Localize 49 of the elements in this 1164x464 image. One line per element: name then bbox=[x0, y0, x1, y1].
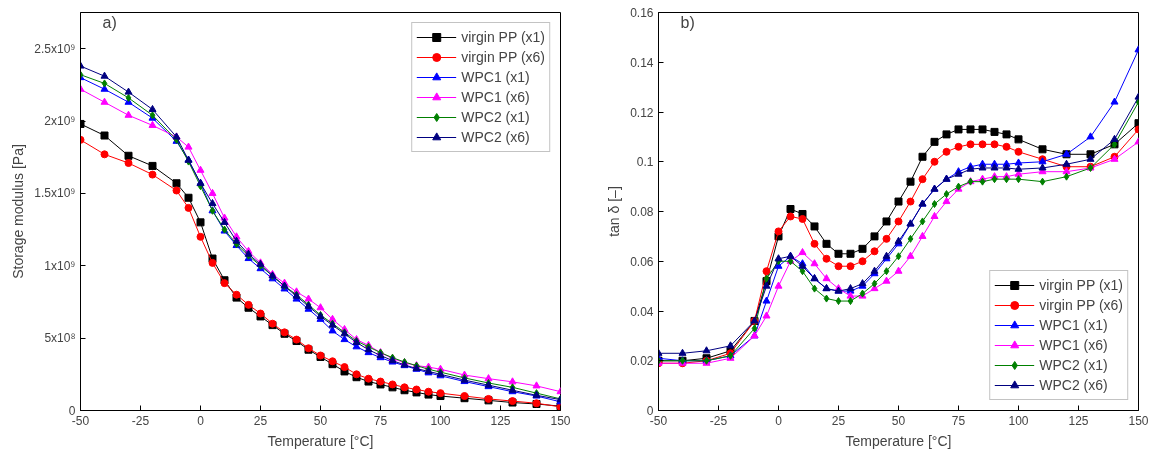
x-tick-label: -25 bbox=[709, 413, 728, 428]
annotation: b) bbox=[680, 13, 695, 31]
legend-label: WPC2 (x1) bbox=[461, 109, 530, 125]
x-tick-label: 150 bbox=[550, 413, 571, 428]
y-axis-title: Storage modulus [Pa] bbox=[10, 144, 27, 279]
x-tick-label: -25 bbox=[131, 413, 150, 428]
x-tick-label: 0 bbox=[775, 413, 783, 428]
legend-label: WPC1 (x1) bbox=[1039, 317, 1108, 333]
x-tick-label: 75 bbox=[951, 413, 966, 428]
x-tick-label: 50 bbox=[891, 413, 906, 428]
legend-label: WPC2 (x1) bbox=[1039, 357, 1108, 373]
legend-label: virgin PP (x1) bbox=[461, 29, 545, 45]
y-tick-label: 0.16 bbox=[630, 6, 654, 20]
y-tick-label: 0.14 bbox=[630, 55, 654, 70]
y-tick-label: 1.5x10⁹ bbox=[34, 186, 76, 201]
legend-label: WPC2 (x6) bbox=[1039, 377, 1108, 393]
legend-label: WPC1 (x1) bbox=[461, 69, 530, 85]
annotation: a) bbox=[102, 13, 117, 31]
x-tick-label: 25 bbox=[253, 413, 268, 428]
y-tick-label: 0.08 bbox=[630, 205, 654, 219]
x-tick-label: 25 bbox=[831, 413, 846, 428]
x-axis-title: Temperature [°C] bbox=[845, 432, 952, 449]
x-tick-label: 150 bbox=[1128, 413, 1149, 428]
legend-label: virgin PP (x6) bbox=[461, 49, 545, 65]
y-tick-label: 1x10⁹ bbox=[44, 258, 76, 273]
y-tick-label: 0.06 bbox=[630, 254, 654, 269]
x-tick-label: 100 bbox=[1008, 413, 1029, 428]
legend-label: virgin PP (x6) bbox=[1039, 297, 1123, 313]
x-tick-label: 125 bbox=[1068, 413, 1089, 428]
x-tick-label: 100 bbox=[430, 413, 451, 428]
y-tick-label: 0.02 bbox=[630, 354, 654, 369]
x-tick-label: 75 bbox=[373, 413, 388, 428]
legend-label: WPC1 (x6) bbox=[461, 89, 530, 105]
y-tick-label: 0.04 bbox=[630, 304, 654, 319]
legend-label: WPC2 (x6) bbox=[461, 129, 530, 145]
y-tick-label: 2x10⁹ bbox=[44, 114, 76, 129]
x-axis-title: Temperature [°C] bbox=[267, 432, 374, 449]
y-tick-label: 0 bbox=[68, 403, 76, 418]
x-tick-label: 50 bbox=[313, 413, 328, 428]
y-axis-title: tan δ [–] bbox=[606, 186, 623, 237]
x-tick-label: 125 bbox=[490, 413, 511, 428]
y-tick-label: 2.5x10⁹ bbox=[34, 41, 76, 56]
y-tick-label: 0.12 bbox=[630, 105, 654, 120]
legend-label: virgin PP (x1) bbox=[1039, 277, 1123, 293]
x-tick-label: 0 bbox=[197, 413, 205, 428]
legend-label: WPC1 (x6) bbox=[1039, 337, 1108, 353]
y-tick-label: 0 bbox=[646, 404, 654, 418]
y-tick-label: 0.1 bbox=[636, 155, 654, 170]
y-tick-label: 5x10⁸ bbox=[44, 331, 76, 346]
